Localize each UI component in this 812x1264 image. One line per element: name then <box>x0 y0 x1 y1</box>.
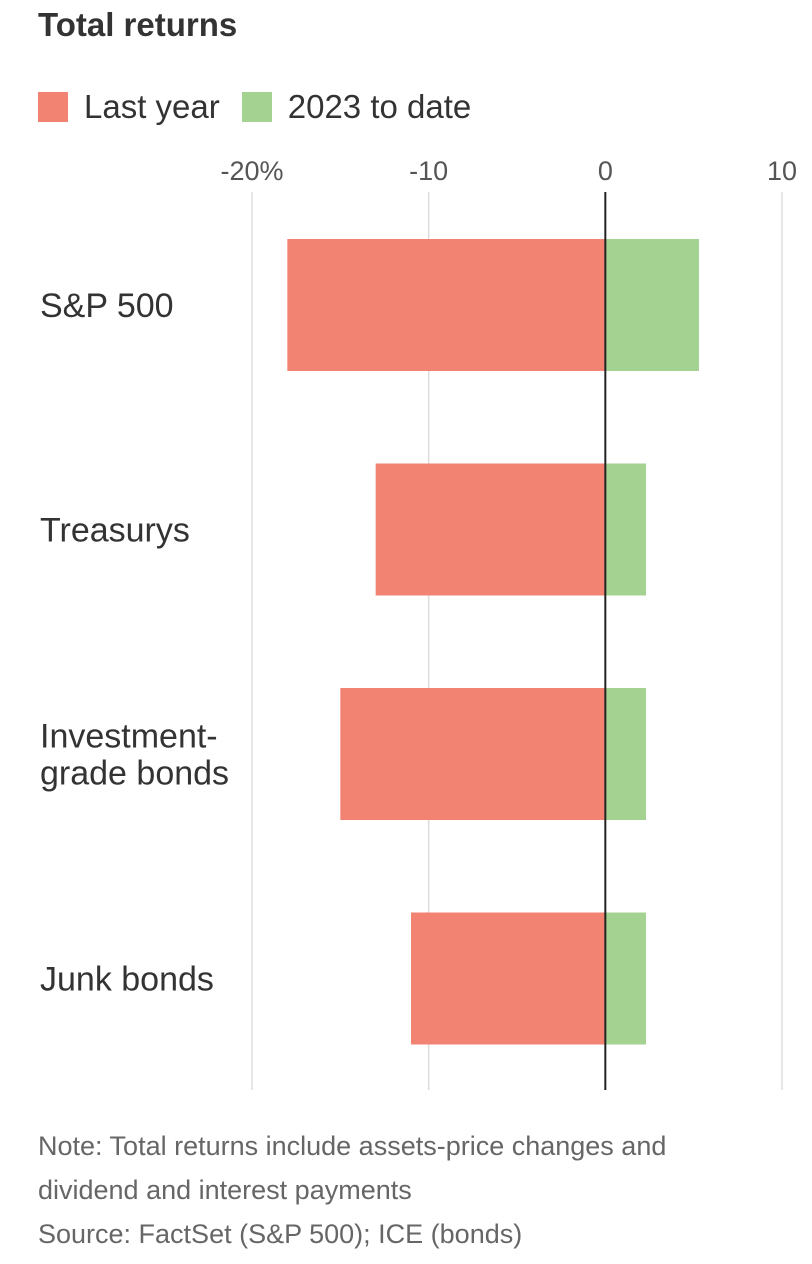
chart-legend: Last year 2023 to date <box>38 88 471 126</box>
chart-notes: Note: Total returns include assets-price… <box>38 1124 798 1256</box>
x-tick-label: -20% <box>220 156 283 186</box>
x-tick-label: -10 <box>409 156 448 186</box>
legend-label-2023-to-date: 2023 to date <box>287 88 472 125</box>
category-label-line: grade bonds <box>40 755 229 793</box>
category-label-investment-grade-bonds: Investment-grade bonds <box>40 718 229 793</box>
x-tick-label: 10 <box>767 156 797 186</box>
note-line-1: Note: Total returns include assets-price… <box>38 1131 667 1161</box>
category-label-line: S&P 500 <box>40 287 174 325</box>
legend-item-last-year: Last year <box>38 88 220 126</box>
x-tick-label: 0 <box>598 156 613 186</box>
bar-2023-to-date-treasurys <box>605 463 646 596</box>
bar-last-year-s-p-500 <box>287 239 606 371</box>
legend-swatch-last-year <box>38 92 68 122</box>
bar-chart: -20% -10 0 10 S&P 500 Treasurys Investment-gra… <box>40 156 797 1090</box>
category-label-line: Investment- <box>40 718 218 756</box>
chart-title: Total returns <box>38 6 238 43</box>
category-label-line: Treasurys <box>40 512 190 550</box>
bar-last-year-investment-grade-bonds <box>340 688 606 820</box>
legend-swatch-2023-to-date <box>241 92 272 122</box>
note-line-2: dividend and interest payments <box>38 1175 412 1205</box>
category-label-line: Junk bonds <box>40 961 214 999</box>
category-label-junk-bonds: Junk bonds <box>40 961 214 999</box>
category-label-treasurys: Treasurys <box>40 512 190 550</box>
bar-last-year-treasurys <box>375 463 606 596</box>
source-line: Source: FactSet (S&P 500); ICE (bonds) <box>38 1219 523 1249</box>
bar-2023-to-date-investment-grade-bonds <box>605 688 646 820</box>
legend-label-last-year: Last year <box>84 88 220 125</box>
category-label-s-p-500: S&P 500 <box>40 287 174 325</box>
bar-2023-to-date-s-p-500 <box>605 239 699 371</box>
legend-item-2023-to-date: 2023 to date <box>241 88 472 126</box>
bar-2023-to-date-junk-bonds <box>605 912 646 1045</box>
bar-last-year-junk-bonds <box>411 912 606 1045</box>
